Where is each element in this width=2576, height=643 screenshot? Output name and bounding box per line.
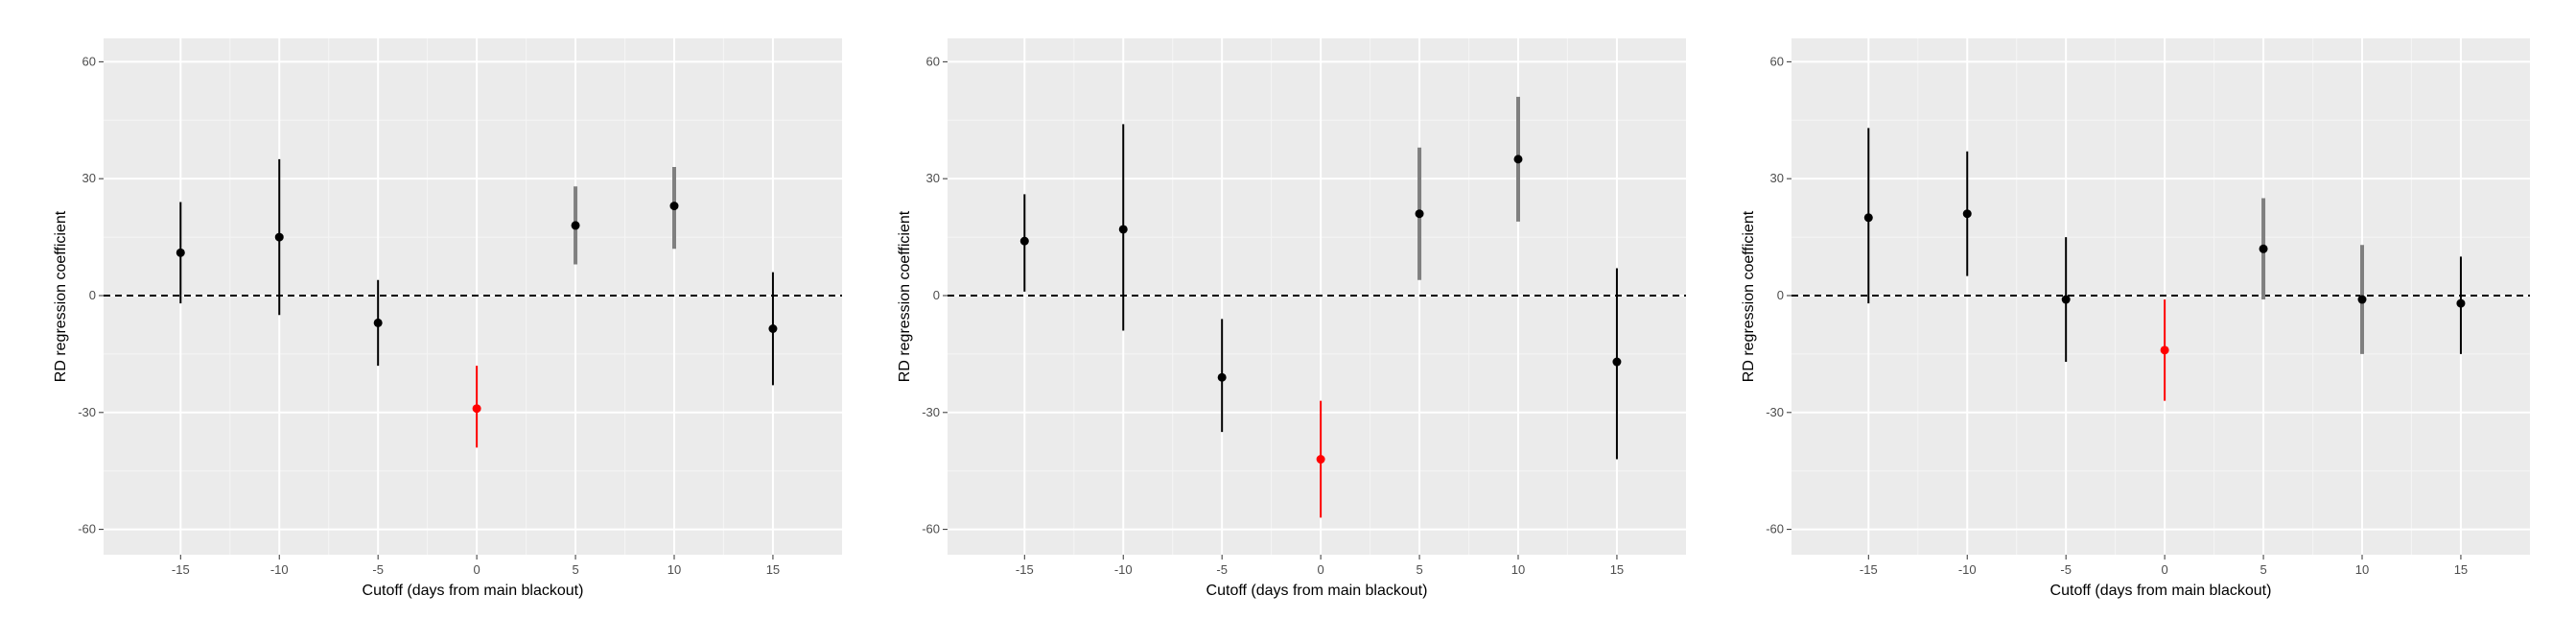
y-tick-label: 60 [1770, 54, 1784, 68]
data-point [1019, 236, 1029, 246]
y-axis-title: RD regression coefficient [53, 210, 69, 382]
y-tick-label: 0 [89, 288, 96, 302]
x-tick-label: 15 [766, 562, 780, 577]
y-tick-label: 30 [926, 171, 940, 185]
x-axis-title: Cutoff (days from main blackout) [1206, 583, 1428, 599]
x-tick-label: 5 [2260, 562, 2266, 577]
data-point [1217, 372, 1227, 382]
x-tick-label: 5 [1416, 562, 1422, 577]
x-tick-label: -5 [372, 562, 384, 577]
y-axis-title: RD regression coefficient [897, 210, 913, 382]
chart-2: -15 -10 -5 0 5 10 15 60 30 0 -30 -60 Cutoff (days fr… [897, 38, 1686, 599]
data-point [373, 318, 383, 327]
x-tick-label: 0 [474, 562, 480, 577]
data-point [571, 221, 580, 230]
data-point [669, 202, 679, 211]
x-tick-label: -10 [1114, 562, 1133, 577]
data-point [768, 323, 778, 333]
x-tick-label: 15 [2454, 562, 2468, 577]
axis-ticks: -15 -10 -5 0 5 10 15 60 30 0 -30 -60 [1766, 54, 2468, 577]
x-tick-label: 0 [1318, 562, 1324, 577]
data-marks [176, 158, 778, 448]
data-point [2160, 345, 2169, 355]
chart-panel-1: -15 -10 -5 0 5 10 15 60 30 0 -30 -60 Cutoff (days fr… [0, 0, 844, 643]
y-tick-label: 30 [82, 171, 96, 185]
chart-panel-3: -15 -10 -5 0 5 10 15 60 30 0 -30 -60 Cutoff (days fr… [1688, 0, 2532, 643]
data-point [2259, 244, 2268, 253]
x-tick-label: 10 [1511, 562, 1525, 577]
x-tick-label: -5 [2060, 562, 2072, 577]
data-marks [1863, 128, 2466, 401]
chart-panel-2: -15 -10 -5 0 5 10 15 60 30 0 -30 -60 Cutoff (days fr… [844, 0, 1688, 643]
x-tick-label: -15 [1860, 562, 1878, 577]
x-tick-label: 15 [1610, 562, 1624, 577]
y-tick-label: 30 [1770, 171, 1784, 185]
data-point [1316, 455, 1325, 464]
x-axis-title: Cutoff (days from main blackout) [2050, 583, 2272, 599]
y-tick-label: 0 [1777, 288, 1784, 302]
data-point [1415, 209, 1424, 219]
chart-1: -15 -10 -5 0 5 10 15 60 30 0 -30 -60 Cutoff (days fr… [53, 38, 842, 599]
data-point [2456, 298, 2466, 308]
y-tick-label: 60 [926, 54, 940, 68]
data-marks [1019, 96, 1622, 518]
data-point [2061, 295, 2071, 304]
data-point [1513, 155, 1523, 164]
data-point [1863, 213, 1873, 223]
x-tick-label: 10 [667, 562, 681, 577]
x-tick-label: -15 [172, 562, 190, 577]
y-tick-label: 60 [82, 54, 96, 68]
x-tick-label: 0 [2162, 562, 2168, 577]
y-tick-label: -30 [922, 405, 940, 419]
y-axis-title: RD regression coefficient [1741, 210, 1757, 382]
y-tick-label: 0 [933, 288, 940, 302]
x-tick-label: 10 [2355, 562, 2369, 577]
data-point [2357, 295, 2367, 304]
x-tick-label: 5 [572, 562, 578, 577]
axis-ticks: -15 -10 -5 0 5 10 15 60 30 0 -30 -60 [922, 54, 1624, 577]
x-tick-label: -5 [1216, 562, 1228, 577]
data-point [176, 248, 185, 257]
x-tick-label: -15 [1016, 562, 1034, 577]
plot-background [1791, 38, 2530, 555]
y-tick-label: -60 [1766, 522, 1784, 536]
y-tick-label: -60 [78, 522, 96, 536]
chart-3: -15 -10 -5 0 5 10 15 60 30 0 -30 -60 Cutoff (days fr… [1741, 38, 2530, 599]
y-tick-label: -30 [1766, 405, 1784, 419]
x-axis-title: Cutoff (days from main blackout) [363, 583, 584, 599]
data-point [472, 404, 481, 414]
x-tick-label: -10 [1958, 562, 1977, 577]
x-tick-label: -10 [270, 562, 289, 577]
plot-background [948, 38, 1686, 555]
data-point [1118, 225, 1128, 234]
data-point [1962, 209, 1972, 219]
axis-ticks: -15 -10 -5 0 5 10 15 60 30 0 -30 -60 [78, 54, 780, 577]
plot-background [104, 38, 842, 555]
y-tick-label: -60 [922, 522, 940, 536]
y-tick-label: -30 [78, 405, 96, 419]
data-point [1612, 357, 1622, 367]
data-point [274, 232, 284, 242]
